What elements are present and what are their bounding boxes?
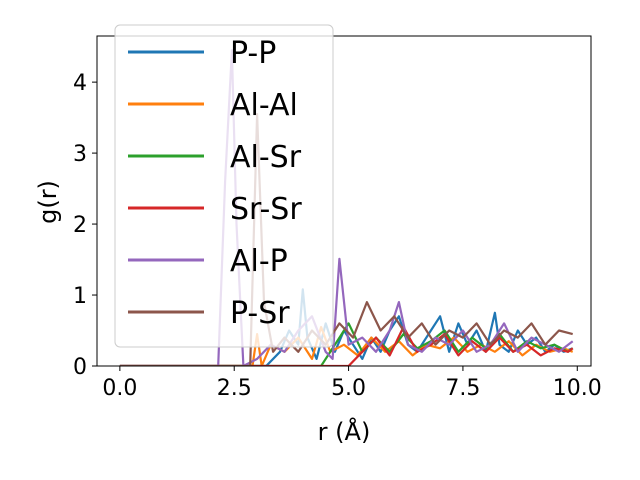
y-tick-label: 3 [73,142,87,167]
legend-label: Al-Al [230,88,298,123]
series-line-al-p [119,49,574,366]
y-tick-label: 0 [73,355,87,380]
x-tick-label: 5.0 [331,376,366,401]
legend-label: Sr-Sr [230,192,302,227]
plot-frame [96,35,592,367]
legend-box [114,24,334,348]
y-tick-label: 2 [73,213,87,238]
x-axis-label: r (Å) [318,417,371,446]
legend: P-P Al-Al Al-Sr Sr-Sr Al-P P-Sr [114,24,334,348]
series-line-sr-sr [119,325,574,366]
legend-label: Al-Sr [230,140,302,175]
x-tick-label: 0.0 [102,376,137,401]
y-axis-label: g(r) [34,180,62,224]
x-tick-label: 10.0 [553,376,602,401]
axes: 0.0 2.5 5.0 7.5 10.0 0 1 2 3 4 [73,35,602,401]
y-tick-label: 1 [73,284,87,309]
x-tick-label: 2.5 [217,376,252,401]
legend-label: P-P [230,36,276,71]
y-tick-label: 4 [73,71,87,96]
x-tick-label: 7.5 [445,376,480,401]
legend-label: Al-P [230,244,288,279]
legend-label: P-Sr [230,296,290,331]
series-line-al-sr [119,322,574,366]
